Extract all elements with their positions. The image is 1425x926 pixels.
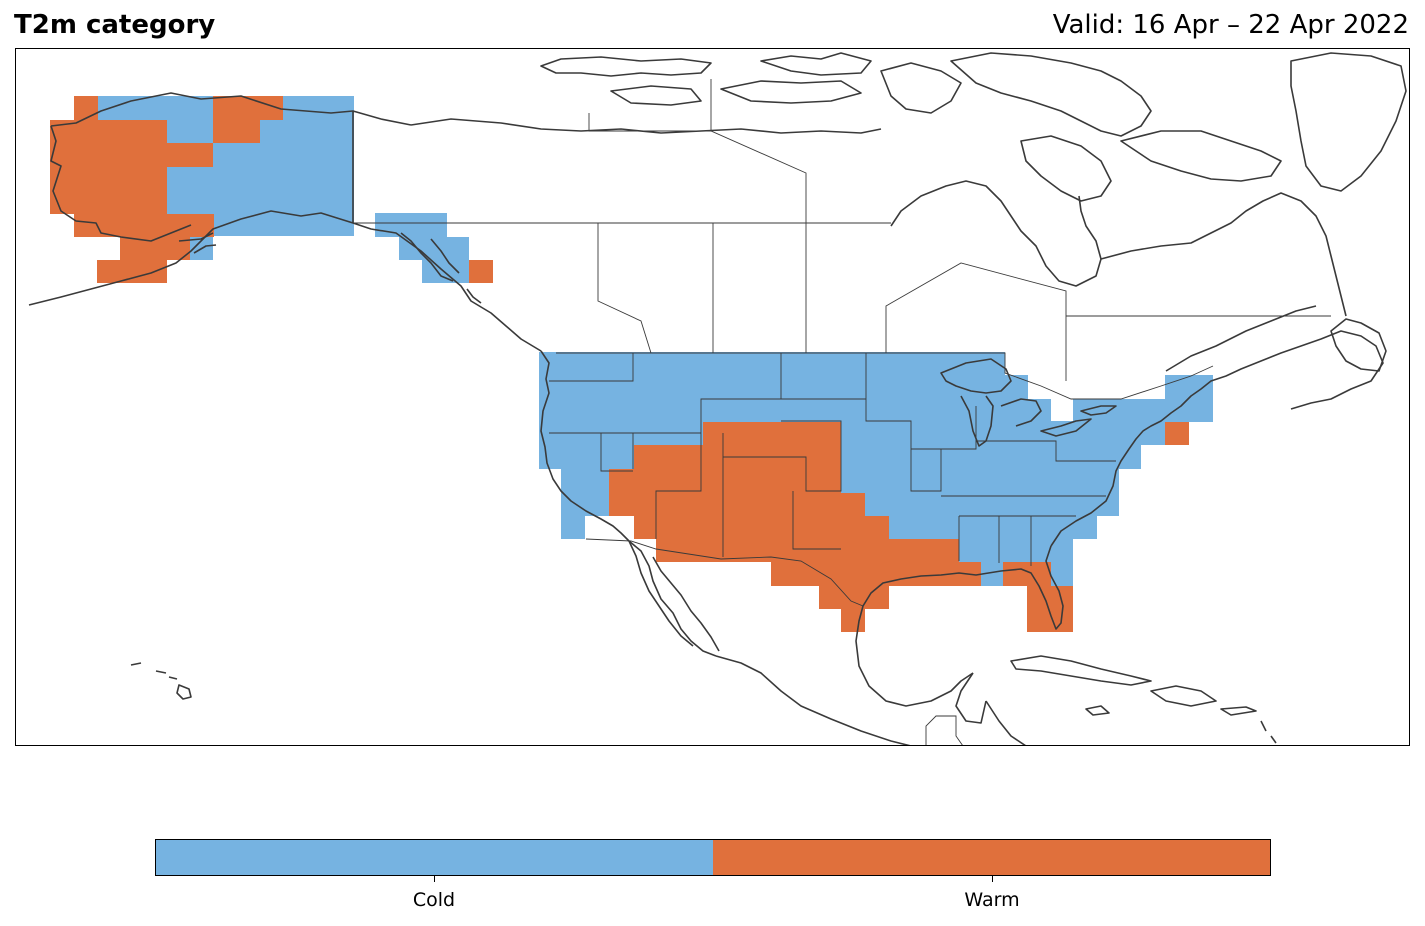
state-lines bbox=[549, 353, 1116, 566]
panhandle-cold-cell bbox=[375, 213, 447, 237]
category-grid bbox=[50, 96, 1213, 632]
valid-period: Valid: 16 Apr – 22 Apr 2022 bbox=[1052, 10, 1409, 40]
northeast-warm-cell bbox=[1165, 422, 1189, 445]
alaska-warm-cell bbox=[213, 120, 260, 143]
pacific-coast bbox=[540, 350, 717, 657]
conus-cold-area bbox=[539, 352, 1213, 586]
mexico-coast bbox=[715, 605, 1026, 745]
canada-us-border bbox=[556, 352, 1214, 400]
central-america-borders bbox=[925, 715, 963, 745]
baja-coast bbox=[628, 540, 720, 652]
yucatan bbox=[955, 672, 987, 724]
panhandle-warm-cell bbox=[469, 260, 493, 283]
legend-swatch-warm bbox=[713, 840, 1270, 875]
caribbean-islands bbox=[1010, 655, 1277, 744]
panhandle-cold-cell bbox=[422, 260, 469, 283]
atlantic-coast bbox=[1050, 330, 1384, 547]
alaska-warm-cell bbox=[74, 96, 98, 120]
legend-colorbar bbox=[155, 839, 1271, 876]
canada-provinces bbox=[353, 79, 1331, 381]
alaska-coast bbox=[28, 92, 542, 352]
alaska-warm-cell bbox=[97, 260, 167, 283]
panhandle-cold-cell bbox=[399, 237, 469, 260]
alaska-warm-cell bbox=[74, 214, 214, 237]
legend-swatch-cold bbox=[156, 840, 713, 875]
legend-tick bbox=[992, 876, 993, 882]
alaska-islands bbox=[178, 232, 217, 254]
alaska-warm-cell bbox=[50, 167, 167, 214]
map-title: T2m category bbox=[14, 10, 216, 40]
political-borders bbox=[353, 79, 1331, 745]
us-mexico-border bbox=[585, 538, 864, 607]
alaska-warm-cell bbox=[213, 96, 283, 120]
gulf-coast bbox=[862, 545, 1064, 630]
newfoundland bbox=[1330, 318, 1387, 372]
conus-warm-area bbox=[609, 422, 1073, 632]
hudson-bay bbox=[890, 180, 1102, 287]
alaska-warm-cell bbox=[50, 120, 167, 143]
st-lawrence bbox=[1165, 305, 1317, 372]
map-canvas bbox=[28, 52, 1407, 745]
great-lakes bbox=[940, 358, 1117, 447]
labrador-coast bbox=[1100, 192, 1347, 317]
map-panel bbox=[15, 48, 1410, 746]
panhandle-islands bbox=[400, 232, 482, 304]
arctic-islands bbox=[410, 52, 1407, 202]
alaska-warm-cell bbox=[50, 143, 213, 167]
alaska-warm-cell bbox=[120, 237, 190, 260]
legend-tick bbox=[434, 876, 435, 882]
legend-label-cold: Cold bbox=[412, 889, 456, 911]
legend-label-warm: Warm bbox=[964, 889, 1020, 911]
hawaii-islands bbox=[130, 662, 192, 700]
coastlines bbox=[28, 52, 1407, 745]
